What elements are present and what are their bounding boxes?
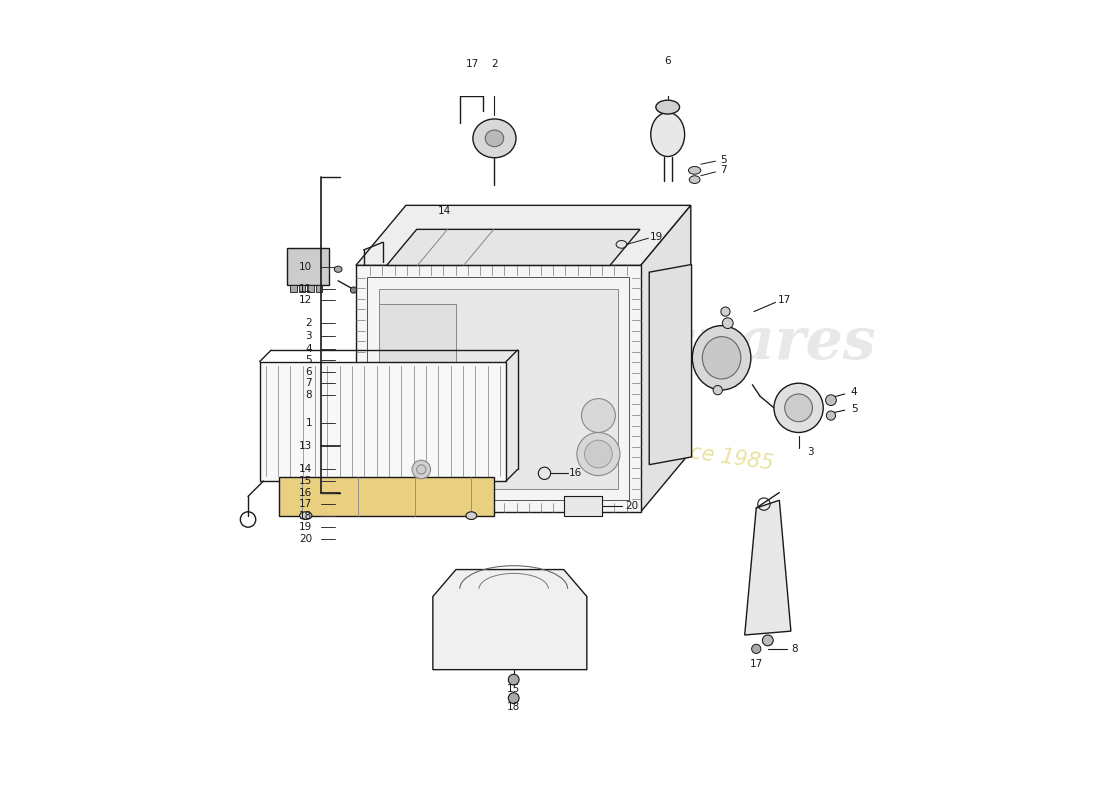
- Text: 2: 2: [306, 318, 312, 328]
- Ellipse shape: [692, 326, 751, 390]
- Text: 15: 15: [299, 476, 312, 486]
- Text: 16: 16: [299, 487, 312, 498]
- Ellipse shape: [417, 465, 426, 474]
- Text: 8: 8: [791, 644, 799, 654]
- Ellipse shape: [582, 398, 615, 433]
- Text: 12: 12: [299, 295, 312, 305]
- Ellipse shape: [651, 113, 684, 157]
- Text: 14: 14: [299, 465, 312, 474]
- Ellipse shape: [762, 635, 773, 646]
- Text: 5: 5: [850, 404, 857, 414]
- Text: 15: 15: [507, 684, 520, 694]
- Bar: [290, 285, 297, 292]
- Ellipse shape: [689, 166, 701, 174]
- Text: 19: 19: [299, 522, 312, 532]
- Text: 8: 8: [306, 390, 312, 400]
- Bar: [286, 248, 329, 285]
- Text: 20: 20: [625, 502, 638, 511]
- Ellipse shape: [576, 433, 620, 476]
- Polygon shape: [387, 230, 640, 266]
- Text: 17: 17: [299, 499, 312, 509]
- Text: 2: 2: [491, 59, 498, 70]
- Ellipse shape: [508, 674, 519, 685]
- Ellipse shape: [299, 512, 312, 519]
- Text: 10: 10: [299, 262, 312, 272]
- Text: 6: 6: [306, 366, 312, 377]
- Polygon shape: [745, 500, 791, 635]
- Text: 17: 17: [466, 59, 480, 70]
- Ellipse shape: [468, 78, 478, 88]
- Text: 16: 16: [569, 468, 582, 478]
- Polygon shape: [356, 206, 691, 266]
- Bar: [279, 477, 495, 516]
- Text: 18: 18: [507, 702, 520, 712]
- Ellipse shape: [825, 394, 836, 406]
- Text: 3: 3: [806, 446, 814, 457]
- Bar: [390, 389, 437, 442]
- Text: 1: 1: [306, 418, 312, 428]
- Bar: [260, 362, 506, 481]
- Text: 11: 11: [299, 283, 312, 294]
- Ellipse shape: [351, 287, 356, 293]
- Ellipse shape: [690, 176, 700, 183]
- Ellipse shape: [774, 383, 823, 433]
- Ellipse shape: [723, 318, 733, 329]
- Text: 14: 14: [438, 206, 451, 217]
- Ellipse shape: [508, 693, 519, 703]
- Ellipse shape: [584, 440, 613, 468]
- Text: 6: 6: [664, 55, 671, 66]
- Polygon shape: [378, 304, 455, 474]
- Ellipse shape: [656, 100, 680, 114]
- Ellipse shape: [751, 644, 761, 654]
- Ellipse shape: [466, 512, 476, 519]
- Text: 3: 3: [306, 331, 312, 342]
- Text: 20: 20: [299, 534, 312, 544]
- Text: 17: 17: [749, 659, 763, 670]
- Ellipse shape: [334, 266, 342, 272]
- Bar: [316, 285, 322, 292]
- Text: 18: 18: [299, 510, 312, 521]
- Ellipse shape: [703, 337, 741, 379]
- Polygon shape: [640, 206, 691, 512]
- Ellipse shape: [473, 119, 516, 158]
- Polygon shape: [378, 289, 618, 489]
- Bar: [563, 496, 603, 516]
- Ellipse shape: [713, 386, 723, 394]
- Ellipse shape: [720, 307, 730, 316]
- Polygon shape: [356, 266, 640, 512]
- Polygon shape: [432, 570, 586, 670]
- Polygon shape: [649, 265, 692, 465]
- Bar: [307, 285, 314, 292]
- Ellipse shape: [485, 130, 504, 146]
- Text: 5: 5: [306, 355, 312, 365]
- Text: 4: 4: [850, 387, 857, 398]
- Ellipse shape: [826, 411, 836, 420]
- Text: a passion for parts since 1985: a passion for parts since 1985: [460, 410, 776, 474]
- Text: 4: 4: [306, 343, 312, 354]
- Ellipse shape: [412, 460, 430, 478]
- Text: 17: 17: [778, 295, 791, 305]
- Text: 5: 5: [719, 154, 726, 165]
- Ellipse shape: [784, 394, 813, 422]
- Bar: [299, 285, 305, 292]
- Text: 7: 7: [306, 378, 312, 388]
- Text: 19: 19: [649, 232, 663, 242]
- Text: 7: 7: [719, 166, 726, 175]
- Text: eurospares: eurospares: [514, 314, 876, 370]
- Text: 13: 13: [299, 442, 312, 451]
